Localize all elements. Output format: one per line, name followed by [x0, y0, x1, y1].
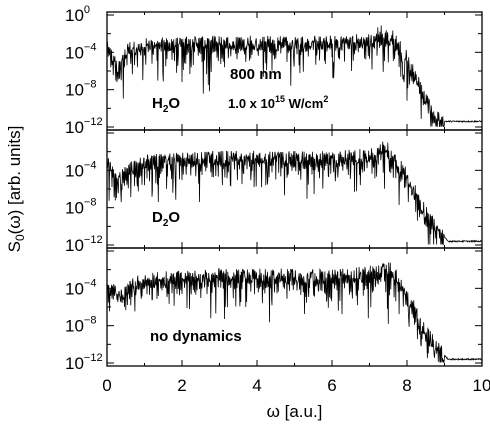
y-tick-label: 10−12	[65, 116, 103, 137]
panel-label: no dynamics	[150, 328, 242, 345]
series-line	[106, 141, 483, 246]
y-tick-label: 10−12	[65, 352, 103, 373]
panel-0: 100 10−4 10−8 10−12 H2O 800 nm 1.0 x 1015 W/cm…	[65, 4, 483, 137]
x-tick-label: 4	[252, 376, 261, 395]
series-line	[106, 25, 483, 127]
panel-2: 10−4 10−8 10−12 no dynamics	[65, 247, 483, 373]
panel-frame	[106, 129, 483, 249]
panel-1: 10−4 10−8 10−12 D2O	[65, 129, 483, 255]
x-axis-label: ω [a.u.]	[267, 402, 323, 421]
y-axis-label: S0(ω) [arb. units]	[5, 126, 27, 253]
x-tick-labels: 0 2 4 6 8 10	[102, 376, 490, 395]
y-tick-label: 10−4	[65, 159, 96, 180]
series-line	[106, 262, 483, 363]
y-tick-label: 10−12	[65, 234, 103, 255]
x-tick-label: 10	[473, 376, 490, 395]
panel-label: D2O	[152, 209, 180, 229]
x-tick-label: 6	[327, 376, 336, 395]
panel-frame	[106, 247, 483, 367]
wavelength-annotation: 800 nm	[230, 66, 282, 83]
x-tick-label: 2	[177, 376, 186, 395]
y-tick-label: 10−8	[65, 79, 96, 100]
y-tick-label: 10−8	[65, 315, 96, 336]
x-tick-label: 8	[402, 376, 411, 395]
y-tick-label: 100	[65, 4, 90, 25]
y-tick-label: 10−8	[65, 197, 96, 218]
panel-label: H2O	[152, 95, 180, 115]
x-tick-label: 0	[102, 376, 111, 395]
y-tick-label: 10−4	[65, 41, 96, 62]
intensity-annotation: 1.0 x 1015 W/cm2	[228, 94, 328, 111]
y-tick-label: 10−4	[65, 277, 96, 298]
